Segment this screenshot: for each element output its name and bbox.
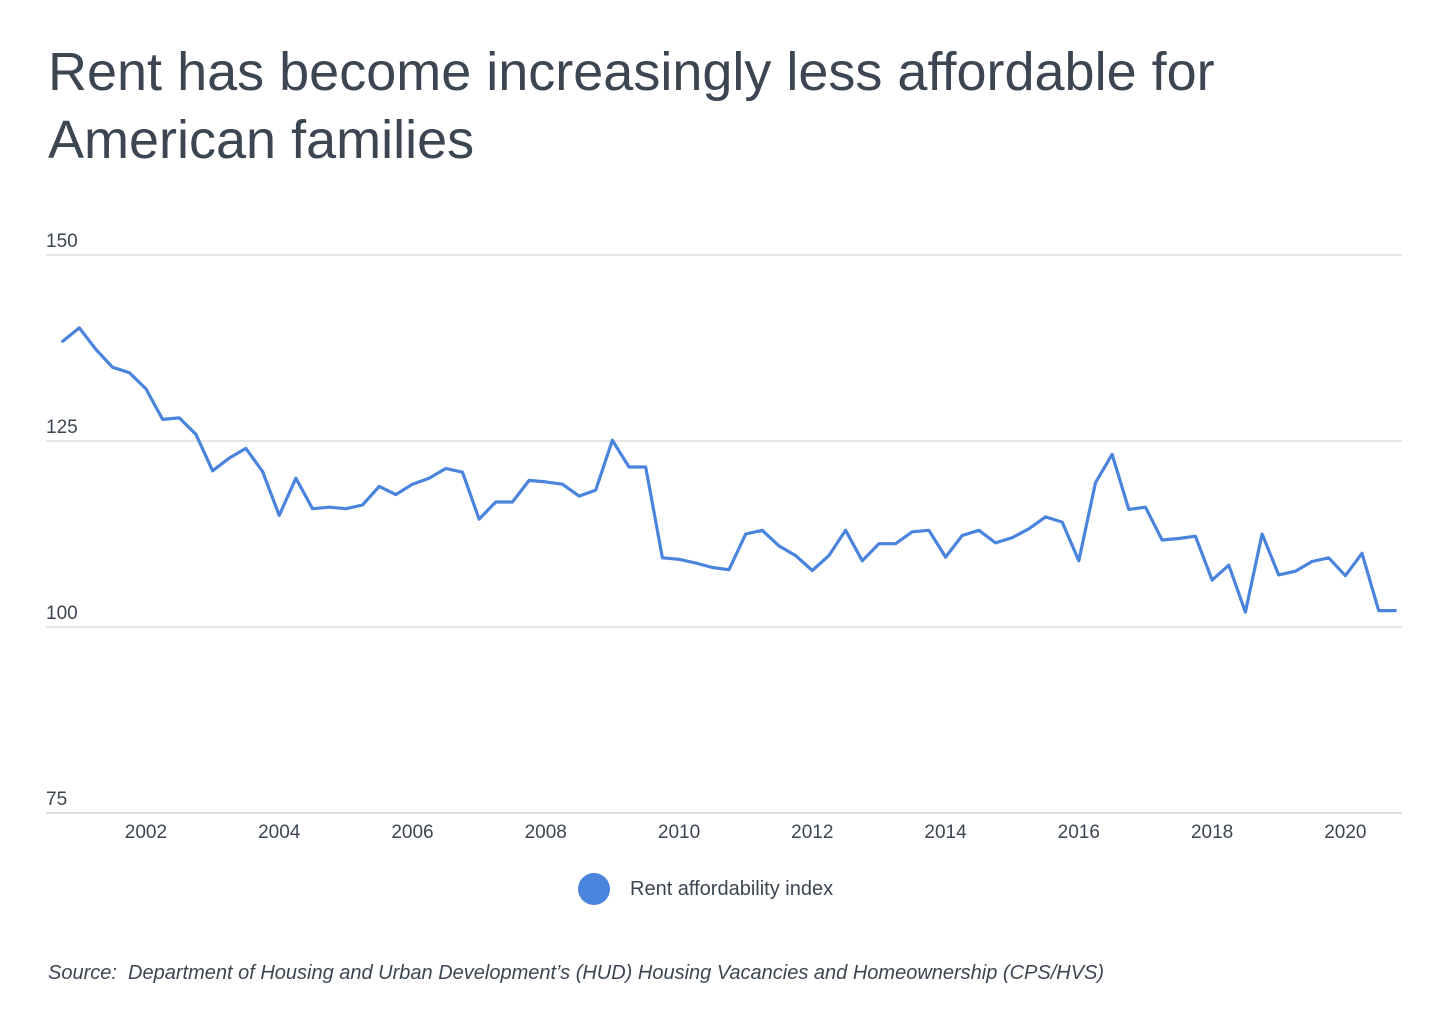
x-tick-label: 2016 (1058, 822, 1100, 843)
x-tick-label: 2008 (525, 822, 567, 843)
series-line-0 (61, 326, 1397, 614)
chart-title: Rent has become increasingly less afford… (48, 42, 1215, 170)
x-tick-label: 2014 (924, 822, 967, 843)
y-axis: 75 100 125 150 (46, 231, 78, 810)
x-axis: 2002 2004 2006 2008 2010 2012 2014 2016 2018 2020 (125, 822, 1367, 843)
x-tick-label: 2010 (658, 822, 700, 843)
y-tick-label: 100 (46, 603, 78, 624)
source-note: Source: Department of Housing and Urban … (48, 962, 1105, 984)
series-lines (61, 326, 1397, 614)
x-tick-label: 2012 (791, 822, 833, 843)
legend: Rent affordability index (578, 872, 833, 906)
legend-marker (578, 873, 610, 905)
x-tick-label: 2004 (258, 822, 301, 843)
x-tick-label: 2018 (1191, 822, 1233, 843)
y-tick-label: 75 (46, 789, 67, 810)
x-tick-label: 2020 (1324, 822, 1366, 843)
x-tick-label: 2006 (391, 822, 433, 843)
x-tick-label: 2002 (125, 822, 167, 843)
y-tick-label: 150 (46, 231, 78, 252)
y-tick-label: 125 (46, 417, 78, 438)
gridlines (46, 254, 1402, 814)
legend-label: Rent affordability index (630, 877, 834, 900)
